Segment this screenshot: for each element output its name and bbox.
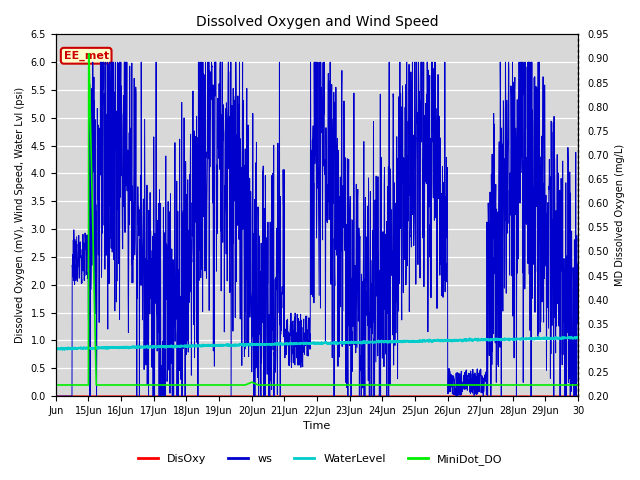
Y-axis label: MD Dissolved Oxygen (mg/L): MD Dissolved Oxygen (mg/L)	[615, 144, 625, 286]
X-axis label: Time: Time	[303, 421, 331, 432]
Legend: DisOxy, ws, WaterLevel, MiniDot_DO: DisOxy, ws, WaterLevel, MiniDot_DO	[133, 450, 507, 469]
Y-axis label: Dissolved Oxygen (mV), Wind Speed, Water Lvl (psi): Dissolved Oxygen (mV), Wind Speed, Water…	[15, 87, 25, 343]
Title: Dissolved Oxygen and Wind Speed: Dissolved Oxygen and Wind Speed	[196, 15, 438, 29]
Text: EE_met: EE_met	[63, 50, 109, 61]
